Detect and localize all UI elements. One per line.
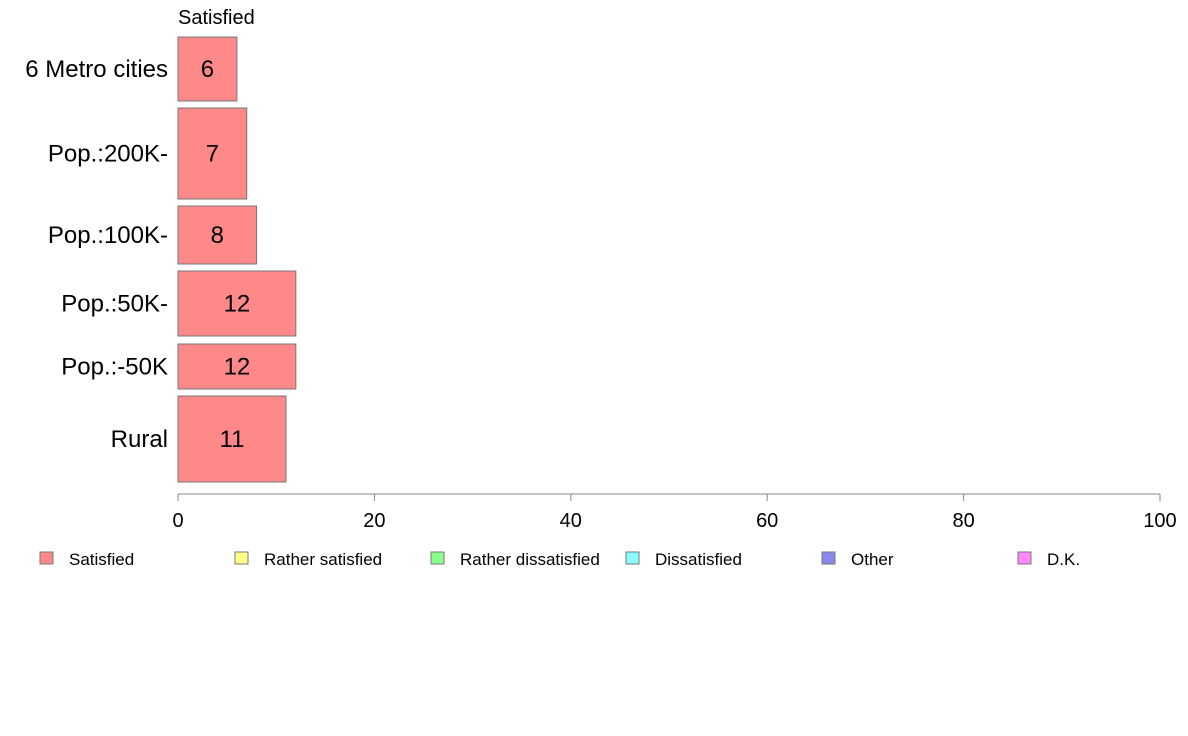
bar-2-0	[177, 205, 258, 265]
bar-value-label: 11	[220, 426, 245, 453]
legend-swatch	[1017, 551, 1032, 565]
category-label: Pop.:50K-	[61, 291, 168, 318]
legend-swatch	[821, 551, 836, 565]
legend-swatch	[234, 551, 249, 565]
legend-label: Other	[851, 550, 894, 569]
x-tick-label: 20	[363, 510, 385, 532]
bar-value-label: 7	[206, 141, 219, 168]
legend-label: Rather satisfied	[264, 550, 382, 569]
legend-swatch	[39, 551, 54, 565]
legend-label: D.K.	[1047, 550, 1080, 569]
x-tick-label: 40	[560, 510, 582, 532]
category-label: Rural	[111, 426, 168, 453]
x-tick-label: 0	[172, 510, 183, 532]
bar-value-label: 8	[211, 222, 224, 249]
bar-0-0	[177, 36, 238, 102]
bar-value-label: 12	[224, 291, 251, 318]
legend-label: Satisfied	[69, 550, 134, 569]
x-axis: 0 20 40 60 80 100	[172, 493, 1177, 532]
x-tick-label: 80	[952, 510, 974, 532]
bar-4-0	[177, 343, 297, 390]
category-label: 6 Metro cities	[25, 56, 168, 83]
bar-3-0	[177, 270, 297, 337]
legend: Satisfied Rather satisfied Rather dissatis…	[39, 550, 1080, 569]
category-label: Pop.:100K-	[48, 222, 168, 249]
bar-5-0	[177, 395, 287, 483]
bar-value-label: 12	[224, 354, 251, 381]
bar-1-0	[177, 107, 248, 200]
category-label: Pop.:200K-	[48, 141, 168, 168]
x-tick-label: 100	[1143, 510, 1176, 532]
series-header: Satisfied	[178, 7, 255, 29]
bar-value-label: 6	[201, 56, 214, 83]
x-tick-label: 60	[756, 510, 778, 532]
legend-swatch	[625, 551, 640, 565]
legend-swatch	[430, 551, 445, 565]
legend-label: Dissatisfied	[655, 550, 742, 569]
bars: 6 7 8 12 12 11	[177, 36, 297, 483]
category-labels: 6 Metro cities Pop.:200K- Pop.:100K- Pop.:5…	[25, 56, 168, 453]
category-label: Pop.:-50K	[61, 354, 168, 381]
legend-label: Rather dissatisfied	[460, 550, 600, 569]
